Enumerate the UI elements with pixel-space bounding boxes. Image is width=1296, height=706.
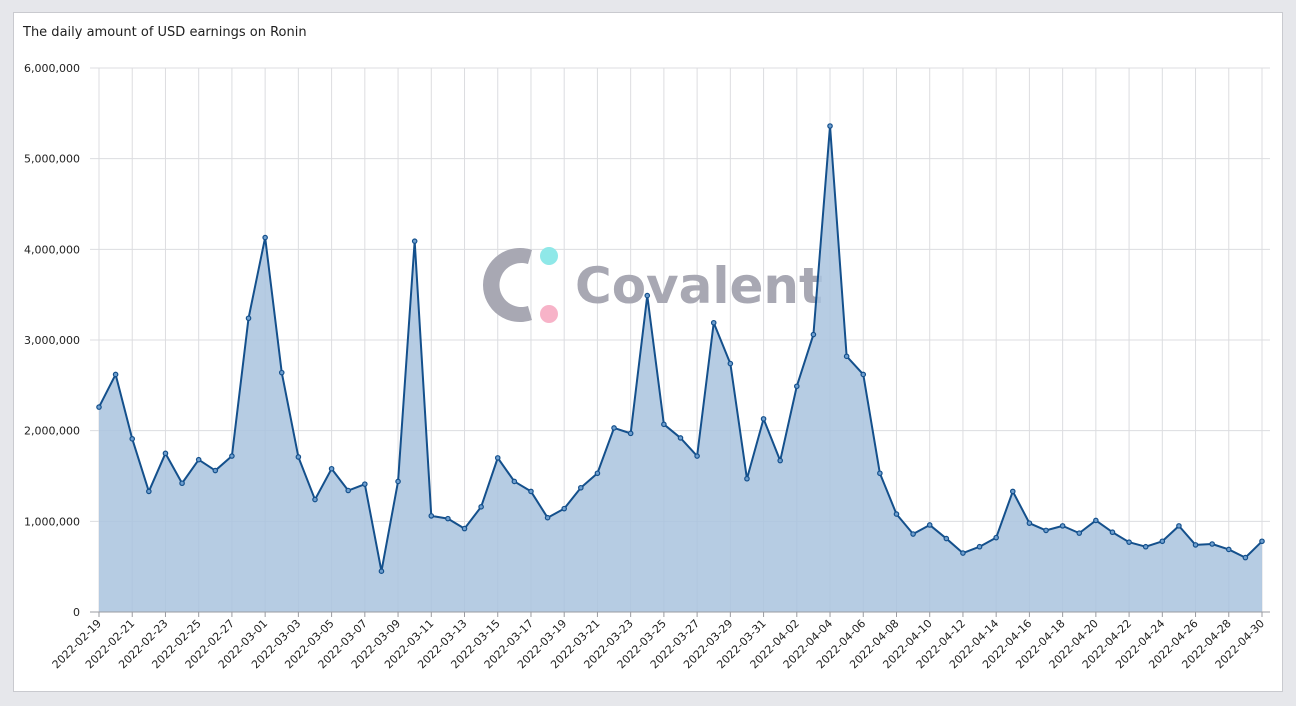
data-point[interactable] bbox=[611, 425, 617, 431]
data-point[interactable] bbox=[843, 353, 850, 360]
data-point[interactable] bbox=[229, 453, 235, 459]
data-point[interactable] bbox=[910, 531, 916, 537]
data-point[interactable] bbox=[1126, 539, 1132, 545]
data-point[interactable] bbox=[1026, 520, 1033, 526]
data-point[interactable] bbox=[146, 488, 152, 495]
data-point[interactable] bbox=[777, 457, 783, 464]
data-point[interactable] bbox=[1142, 543, 1149, 550]
data-point[interactable] bbox=[295, 454, 302, 460]
data-point[interactable] bbox=[1176, 523, 1182, 529]
data-point[interactable] bbox=[594, 470, 601, 477]
y-tick-label: 3,000,000 bbox=[24, 334, 80, 347]
data-point[interactable] bbox=[129, 436, 136, 442]
covalent-watermark: Covalent bbox=[483, 247, 823, 323]
data-point[interactable] bbox=[827, 123, 833, 129]
data-point[interactable] bbox=[727, 360, 734, 367]
y-tick-label: 4,000,000 bbox=[24, 243, 80, 256]
data-point[interactable] bbox=[328, 465, 335, 472]
data-point[interactable] bbox=[694, 453, 700, 459]
data-point[interactable] bbox=[860, 371, 867, 378]
data-point[interactable] bbox=[1259, 538, 1265, 545]
data-point[interactable] bbox=[976, 543, 983, 550]
data-point[interactable] bbox=[511, 478, 518, 485]
y-tick-label: 0 bbox=[73, 606, 80, 619]
chart-title: The daily amount of USD earnings on Roni… bbox=[23, 25, 307, 40]
y-tick-label: 6,000,000 bbox=[24, 62, 80, 75]
data-point[interactable] bbox=[345, 487, 352, 494]
data-point[interactable] bbox=[661, 421, 667, 428]
data-point[interactable] bbox=[112, 371, 119, 378]
data-point[interactable] bbox=[445, 515, 451, 522]
data-point[interactable] bbox=[362, 481, 368, 487]
data-point[interactable] bbox=[1009, 488, 1016, 495]
data-point[interactable] bbox=[627, 430, 634, 437]
data-point[interactable] bbox=[195, 456, 202, 463]
data-point[interactable] bbox=[1159, 538, 1166, 545]
data-point[interactable] bbox=[578, 484, 584, 491]
data-point[interactable] bbox=[893, 511, 900, 517]
data-point[interactable] bbox=[478, 504, 484, 510]
data-point[interactable] bbox=[179, 480, 185, 487]
data-point[interactable] bbox=[561, 505, 568, 512]
covalent-logo-dot-top-icon bbox=[540, 247, 558, 265]
data-point[interactable] bbox=[677, 435, 684, 441]
y-tick-label: 2,000,000 bbox=[24, 425, 80, 438]
data-point[interactable] bbox=[245, 315, 252, 322]
data-point[interactable] bbox=[1059, 523, 1066, 529]
data-point[interactable] bbox=[544, 514, 551, 521]
data-point[interactable] bbox=[411, 238, 418, 244]
data-point[interactable] bbox=[993, 534, 999, 541]
data-point[interactable] bbox=[262, 234, 268, 241]
data-point[interactable] bbox=[1043, 527, 1049, 534]
data-point[interactable] bbox=[1076, 530, 1083, 536]
data-point[interactable] bbox=[494, 455, 501, 461]
data-point[interactable] bbox=[278, 369, 285, 376]
data-point[interactable] bbox=[760, 416, 767, 422]
points-layer bbox=[96, 123, 1265, 575]
data-point[interactable] bbox=[793, 383, 800, 390]
data-point[interactable] bbox=[378, 568, 385, 575]
watermark-text: Covalent bbox=[575, 257, 823, 315]
data-point[interactable] bbox=[1192, 542, 1199, 548]
data-point[interactable] bbox=[312, 496, 318, 503]
area-fill bbox=[99, 126, 1262, 612]
data-point[interactable] bbox=[1242, 554, 1249, 561]
data-point[interactable] bbox=[1109, 529, 1116, 536]
data-point[interactable] bbox=[810, 331, 817, 338]
x-axis: 2022-02-192022-02-212022-02-232022-02-25… bbox=[50, 612, 1267, 671]
data-point[interactable] bbox=[877, 470, 883, 477]
area-layer bbox=[98, 125, 1263, 612]
data-point[interactable] bbox=[1209, 541, 1215, 547]
y-axis: 0 1,000,000 2,000,000 3,000,000 4,000,000 5,0… bbox=[24, 62, 1270, 619]
covalent-logo-ring-icon bbox=[483, 248, 532, 322]
data-point[interactable] bbox=[926, 522, 933, 528]
data-point[interactable] bbox=[461, 525, 468, 532]
covalent-logo-dot-bottom-icon bbox=[540, 305, 558, 323]
data-point[interactable] bbox=[960, 550, 966, 556]
data-point[interactable] bbox=[744, 475, 750, 482]
data-point[interactable] bbox=[212, 467, 219, 474]
data-point[interactable] bbox=[96, 404, 102, 410]
y-tick-label: 1,000,000 bbox=[24, 515, 80, 528]
y-tick-label: 5,000,000 bbox=[24, 153, 80, 166]
data-point[interactable] bbox=[528, 488, 534, 495]
data-point[interactable] bbox=[428, 513, 435, 519]
data-point[interactable] bbox=[1093, 517, 1099, 524]
data-point[interactable] bbox=[1225, 546, 1232, 553]
data-point[interactable] bbox=[710, 319, 717, 326]
data-point[interactable] bbox=[162, 450, 169, 457]
data-point[interactable] bbox=[644, 292, 651, 299]
data-point[interactable] bbox=[943, 535, 950, 542]
data-point[interactable] bbox=[395, 478, 401, 485]
